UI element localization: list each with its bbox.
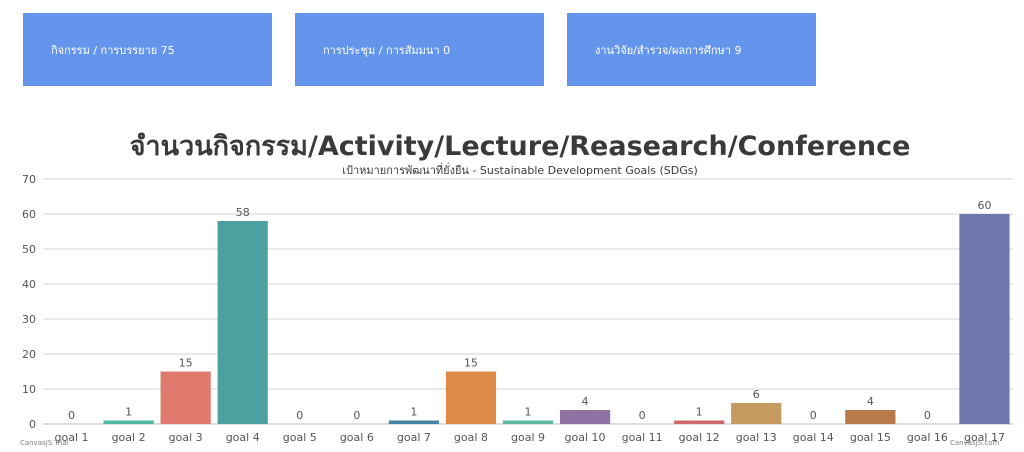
stat-card-label: งานวิจัย/สำรวจ/ผลการศึกษา 9	[595, 43, 742, 57]
chart-credit-right: CanvasJS.com	[950, 439, 1000, 447]
y-tick-label: 50	[22, 243, 36, 256]
data-label: 1	[525, 406, 532, 419]
data-label: 1	[696, 406, 703, 419]
y-tick-label: 10	[22, 383, 36, 396]
data-label: 0	[810, 409, 817, 422]
data-label: 15	[179, 357, 193, 370]
bar	[959, 214, 1010, 424]
x-tick-label: goal 9	[511, 431, 545, 444]
bar	[217, 221, 268, 424]
x-tick-label: goal 3	[169, 431, 203, 444]
x-tick-label: goal 10	[565, 431, 606, 444]
bar	[388, 420, 439, 424]
x-tick-label: goal 17	[964, 431, 1005, 444]
x-tick-label: goal 11	[622, 431, 663, 444]
chart-credit-left: CanvasJS Trial	[20, 439, 69, 447]
y-tick-label: 30	[22, 313, 36, 326]
bar	[559, 410, 611, 424]
data-label: 0	[353, 409, 360, 422]
data-label: 6	[753, 388, 760, 401]
chart-subtitle: เป้าหมายการพัฒนาที่ยั่งยืน - Sustainable…	[342, 164, 698, 177]
stat-card-label: กิจกรรม / การบรรยาย 75	[51, 43, 175, 57]
data-label: 1	[125, 406, 132, 419]
x-tick-label: goal 16	[907, 431, 948, 444]
data-label: 58	[236, 206, 250, 219]
y-tick-label: 60	[22, 208, 36, 221]
y-tick-label: 20	[22, 348, 36, 361]
x-tick-label: goal 1	[55, 431, 89, 444]
data-label: 0	[296, 409, 303, 422]
x-tick-label: goal 4	[226, 431, 260, 444]
bar	[502, 420, 554, 424]
bar	[731, 403, 782, 424]
x-tick-label: goal 5	[283, 431, 317, 444]
x-tick-label: goal 2	[112, 431, 146, 444]
x-tick-label: goal 12	[679, 431, 720, 444]
x-tick-label: goal 8	[454, 431, 488, 444]
x-tick-label: goal 14	[793, 431, 834, 444]
data-label: 4	[867, 395, 874, 408]
data-label: 15	[464, 357, 478, 370]
stat-card-meetings[interactable]: การประชุม / การสัมมนา 0	[295, 13, 544, 86]
stat-card-activities[interactable]: กิจกรรม / การบรรยาย 75	[23, 13, 272, 86]
x-tick-label: goal 6	[340, 431, 374, 444]
data-label: 0	[68, 409, 75, 422]
bar	[103, 420, 154, 424]
bar	[674, 420, 725, 424]
data-label: 60	[977, 199, 991, 212]
bar	[445, 371, 497, 424]
y-tick-label: 70	[22, 173, 36, 186]
bar	[160, 371, 211, 424]
data-label: 0	[924, 409, 931, 422]
bar	[845, 410, 896, 424]
chart-title: จำนวนกิจกรรม/Activity/Lecture/Reasearch/…	[129, 131, 911, 162]
y-tick-label: 0	[29, 418, 36, 431]
y-tick-label: 40	[22, 278, 36, 291]
x-tick-label: goal 15	[850, 431, 891, 444]
data-label: 4	[582, 395, 589, 408]
stat-card-research[interactable]: งานวิจัย/สำรวจ/ผลการศึกษา 9	[567, 13, 816, 86]
x-tick-label: goal 7	[397, 431, 431, 444]
data-label: 1	[410, 406, 417, 419]
x-tick-label: goal 13	[736, 431, 777, 444]
data-label: 0	[639, 409, 646, 422]
stat-card-label: การประชุม / การสัมมนา 0	[323, 43, 451, 57]
